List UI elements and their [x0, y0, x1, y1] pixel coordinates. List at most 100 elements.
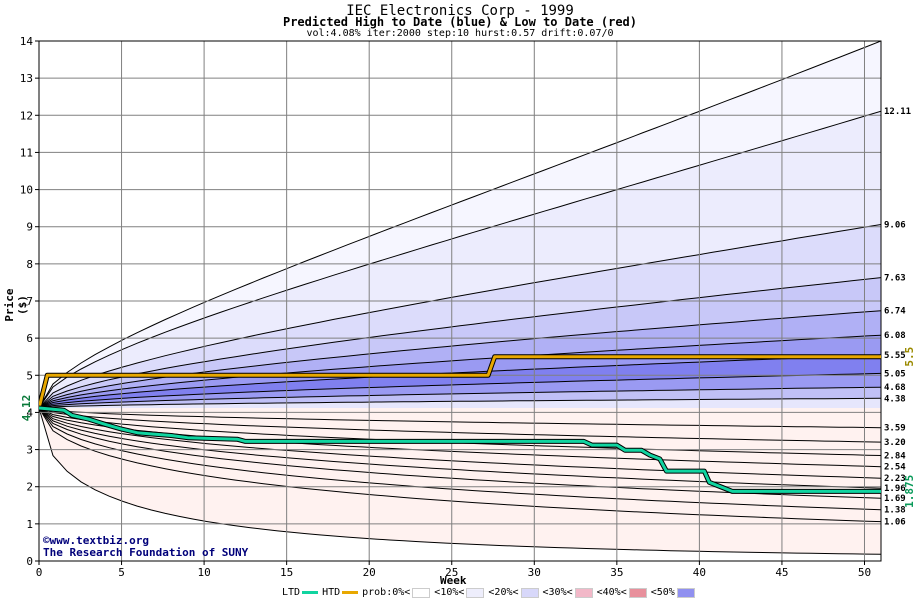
y-tick-label-12: 12: [20, 109, 33, 122]
y-tick-label-8: 8: [26, 258, 33, 271]
end-label-9.06: 9.06: [884, 220, 906, 230]
high-percentile-line-8: [39, 386, 881, 409]
high-percentile-line-5: [39, 334, 881, 409]
high-percentile-line-9: [39, 397, 881, 409]
legend-swatch-7: [676, 587, 695, 598]
y-axis-label: Price ($): [3, 288, 29, 322]
x-tick-label-0: 0: [36, 566, 43, 579]
legend-item-3: <10%<: [434, 587, 486, 598]
y-tick-label-14: 14: [20, 35, 34, 48]
chart-title: IEC Electronics Corp - 1999: [346, 3, 574, 19]
x-tick-label-10: 10: [197, 566, 210, 579]
end-label-2.54: 2.54: [884, 463, 906, 473]
x-tick-label-15: 15: [280, 566, 293, 579]
y-tick-label-9: 9: [26, 221, 33, 234]
legend-label-7: <50%: [650, 587, 675, 598]
y-tick-label-11: 11: [20, 146, 33, 159]
end-label-5.55: 5.55: [884, 351, 906, 361]
legend-item-5: <30%<: [543, 587, 595, 598]
end-label-12.11: 12.11: [884, 107, 911, 117]
end-label-3.59: 3.59: [884, 424, 906, 434]
chart-legend: LTD HTD prob:0%< <10%< <20%< <30%< <40%< <50%: [282, 587, 699, 598]
legend-item-1: HTD: [322, 587, 360, 598]
x-tick-label-50: 50: [858, 566, 871, 579]
low-percentile-line-1: [39, 407, 881, 443]
low-band-9: [39, 408, 881, 555]
high-percentile-line-3: [39, 277, 881, 409]
y-tick-label-3: 3: [26, 444, 33, 457]
chart-subtitle: Predicted High to Date (blue) & Low to D…: [282, 15, 637, 29]
legend-swatch-6: [628, 587, 647, 598]
legend-label-1: HTD: [322, 587, 341, 598]
end-label-7.63: 7.63: [884, 274, 906, 284]
y-tick-label-2: 2: [26, 481, 33, 494]
credit-url: ©www.textbiz.org: [43, 534, 149, 547]
legend-item-2: prob:0%<: [362, 587, 432, 598]
end-label-6.74: 6.74: [884, 307, 906, 317]
htd-line: [39, 355, 881, 409]
ltd-end-label: 1.875: [903, 475, 916, 508]
x-tick-label-45: 45: [775, 566, 788, 579]
end-label-2.84: 2.84: [884, 452, 906, 462]
credit-org: The Research Foundation of SUNY: [43, 546, 249, 559]
low-percentile-line-7: [39, 407, 881, 511]
y-tick-label-13: 13: [20, 72, 33, 85]
legend-label-4: <20%<: [488, 587, 519, 598]
legend-item-6: <40%<: [597, 587, 649, 598]
legend-label-6: <40%<: [596, 587, 627, 598]
legend-item-7: <50%: [651, 587, 697, 598]
start-price-label: 4.12: [20, 395, 33, 422]
end-label-1.38: 1.38: [884, 506, 906, 516]
legend-swatch-5: [574, 587, 593, 598]
high-band-1: [39, 111, 881, 408]
high-band-5: [39, 335, 881, 408]
low-percentile-line-9: [39, 407, 881, 555]
low-percentile-line-4: [39, 407, 881, 479]
end-label-1.06: 1.06: [884, 518, 906, 528]
high-band-8: [39, 387, 881, 408]
x-axis-label: Week: [440, 574, 467, 587]
high-percentile-line-0: [39, 41, 881, 409]
y-tick-label-7: 7: [26, 295, 33, 308]
legend-label-3: <10%<: [434, 587, 465, 598]
htd-end-label: 5.5: [903, 347, 916, 367]
x-tick-label-5: 5: [118, 566, 125, 579]
x-tick-label-35: 35: [610, 566, 623, 579]
end-label-1.69: 1.69: [884, 494, 906, 504]
to-date-lines: [39, 354, 881, 494]
legend-item-0: LTD: [282, 587, 320, 598]
legend-item-4: <20%<: [488, 587, 540, 598]
legend-swatch-2: [412, 587, 431, 598]
end-label-3.20: 3.20: [884, 438, 906, 448]
percentile-end-labels: 12.11 9.06 7.63 6.74 6.08 5.55 5.05 4.684.38 3.5…: [884, 107, 911, 527]
legend-swatch-0: [302, 591, 319, 594]
legend-label-5: <30%<: [542, 587, 573, 598]
high-band-2: [39, 224, 881, 408]
high-band-9: [39, 398, 881, 408]
end-label-6.08: 6.08: [884, 331, 906, 341]
high-band-3: [39, 277, 881, 408]
legend-swatch-3: [466, 587, 485, 598]
y-tick-label-6: 6: [26, 332, 33, 345]
high-percentile-line-7: [39, 372, 881, 409]
y-tick-label-0: 0: [26, 555, 33, 568]
legend-swatch-4: [520, 587, 539, 598]
y-tick-label-10: 10: [20, 184, 33, 197]
end-label-1.96: 1.96: [884, 484, 906, 494]
end-label-2.23: 2.23: [884, 474, 906, 484]
legend-label-0: LTD: [282, 587, 301, 598]
low-percentile-line-0: [39, 407, 881, 429]
probability-bands: [39, 41, 881, 555]
end-label-4.38: 4.38: [884, 394, 906, 404]
chart-params: vol:4.08% iter:2000 step:10 hurst:0.57 d…: [306, 28, 614, 39]
x-tick-label-40: 40: [693, 566, 706, 579]
legend-swatch-1: [342, 591, 359, 594]
high-percentile-line-2: [39, 224, 881, 409]
y-tick-label-5: 5: [26, 369, 33, 382]
high-percentile-line-1: [39, 110, 881, 409]
high-band-7: [39, 373, 881, 408]
end-label-5.05: 5.05: [884, 369, 906, 379]
